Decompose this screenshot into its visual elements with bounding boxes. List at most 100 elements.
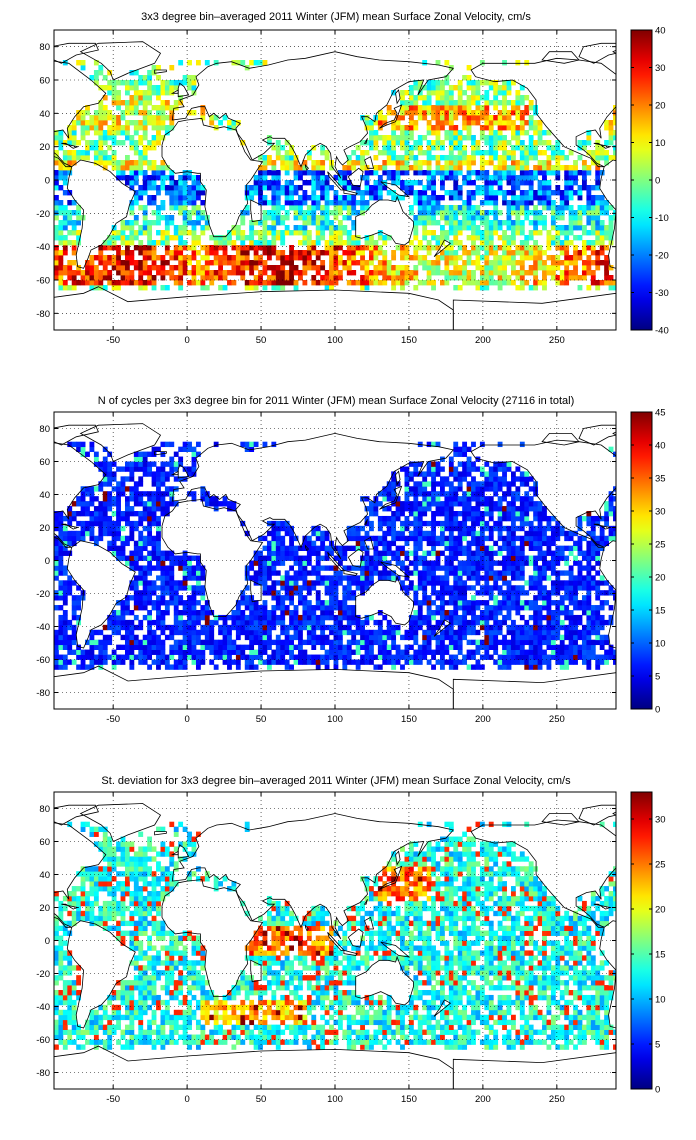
heatmap-cell (373, 190, 379, 196)
heatmap-cell (133, 280, 139, 286)
heatmap-cell (124, 555, 130, 561)
heatmap-cell (408, 145, 414, 151)
heatmap-cell (164, 550, 170, 556)
heatmap-cell (142, 220, 148, 226)
heatmap-cell (173, 605, 179, 611)
heatmap-cell (311, 550, 317, 556)
heatmap-cell (457, 639, 463, 646)
heatmap-cell (431, 265, 436, 271)
heatmap-cell (329, 639, 334, 646)
heatmap-cell (519, 145, 525, 151)
heatmap-cell (275, 555, 281, 561)
heatmap-cell (129, 580, 135, 586)
heatmap-cell (258, 629, 263, 636)
heatmap-cell (604, 225, 610, 231)
heatmap-cell (608, 649, 614, 655)
heatmap-cell (329, 245, 334, 251)
heatmap-cell (182, 190, 188, 196)
heatmap-cell (373, 550, 379, 556)
heatmap-cell (444, 580, 450, 586)
heatmap-cell (147, 555, 153, 561)
heatmap-cell (80, 135, 86, 141)
heatmap-cell (249, 235, 255, 241)
heatmap-cell (342, 260, 348, 266)
heatmap-cell (204, 285, 210, 291)
heatmap-cell (160, 90, 166, 96)
heatmap-cell (293, 610, 299, 616)
heatmap-cell (440, 235, 445, 241)
heatmap-cell (98, 654, 104, 660)
heatmap-cell (382, 639, 388, 646)
heatmap-cell (289, 600, 294, 606)
heatmap-cell (457, 140, 463, 146)
heatmap-cell (497, 590, 503, 596)
heatmap-cell (111, 130, 117, 136)
heatmap-cell (386, 235, 392, 241)
heatmap-cell (515, 175, 521, 181)
heatmap-cell (550, 629, 556, 636)
heatmap-cell (426, 270, 432, 276)
heatmap-cell (204, 614, 210, 621)
heatmap-cell (147, 255, 153, 261)
heatmap-cell (604, 150, 610, 156)
heatmap-cell (604, 280, 610, 286)
heatmap-cell (475, 629, 481, 636)
heatmap-cell (320, 235, 326, 241)
heatmap-cell (249, 634, 255, 641)
heatmap-cell (555, 265, 561, 271)
heatmap-cell (142, 100, 148, 106)
heatmap-cell (435, 60, 441, 66)
coastline (578, 42, 616, 64)
heatmap-cell (400, 265, 405, 271)
heatmap-cell (510, 270, 516, 276)
heatmap-cell (577, 614, 583, 621)
heatmap-cell (293, 659, 299, 665)
heatmap-cell (151, 585, 157, 591)
heatmap-cell (515, 570, 521, 576)
heatmap-cell (515, 624, 521, 631)
heatmap-cell (471, 90, 476, 96)
heatmap-cell (519, 180, 525, 186)
heatmap-cell (400, 270, 405, 276)
heatmap-cell (559, 649, 565, 655)
heatmap-cell (89, 629, 95, 636)
heatmap-cell (568, 165, 574, 171)
heatmap-cell (408, 629, 414, 636)
heatmap-cell (493, 659, 499, 665)
heatmap-cell (533, 205, 539, 211)
heatmap-cell (76, 280, 82, 286)
heatmap-cell (337, 270, 343, 276)
heatmap-cell (599, 210, 605, 216)
heatmap-cell (85, 275, 90, 281)
heatmap-cell (200, 215, 206, 221)
heatmap-cell (435, 565, 441, 571)
heatmap-cell (502, 150, 507, 156)
heatmap-cell (62, 580, 68, 586)
heatmap-cell (497, 85, 503, 91)
heatmap-cell (426, 200, 432, 206)
heatmap-cell (542, 585, 547, 591)
heatmap-cell (524, 619, 530, 626)
heatmap-cell (444, 614, 450, 621)
heatmap-cell (568, 580, 574, 586)
heatmap-cell (484, 280, 490, 286)
heatmap-cell (124, 280, 130, 286)
heatmap-cell (302, 575, 308, 581)
heatmap-cell (253, 619, 259, 626)
heatmap-cell (142, 170, 148, 176)
heatmap-cell (484, 240, 490, 246)
heatmap-cell (298, 555, 303, 561)
heatmap-cell (266, 265, 272, 271)
heatmap-cell (386, 270, 392, 276)
heatmap-cell (311, 185, 317, 191)
heatmap-cell (293, 265, 299, 271)
heatmap-cell (54, 575, 59, 581)
heatmap-cell (488, 235, 494, 241)
heatmap-cell (564, 605, 570, 611)
heatmap-cell (324, 215, 330, 221)
heatmap-cell (200, 639, 206, 646)
heatmap-cell (400, 649, 405, 655)
heatmap-cell (329, 185, 334, 191)
heatmap-cell (124, 250, 130, 256)
heatmap-cell (271, 605, 277, 611)
